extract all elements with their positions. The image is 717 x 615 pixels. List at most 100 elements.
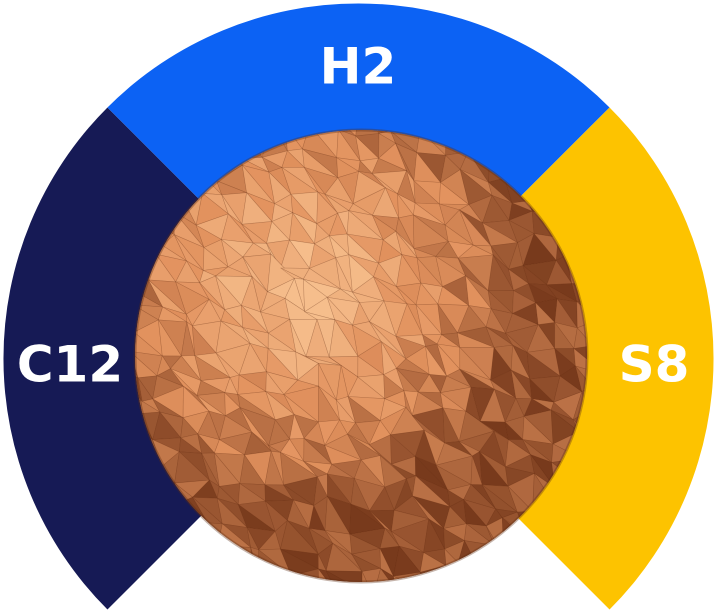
sphere-facet <box>413 151 442 183</box>
sphere-facet <box>379 527 400 549</box>
sphere-facet <box>368 300 397 338</box>
sphere-facet <box>463 498 488 527</box>
sphere-facet <box>279 438 305 462</box>
sphere-facet <box>295 351 320 381</box>
sphere-facet <box>440 392 466 412</box>
sphere-facet <box>192 496 224 525</box>
sphere-facet <box>406 475 416 497</box>
sphere-facet <box>487 254 515 292</box>
sphere-facet <box>482 194 510 224</box>
sphere-facet <box>359 157 380 175</box>
sphere-facet <box>419 571 449 582</box>
sphere-facet <box>447 484 472 501</box>
sphere-facet <box>393 545 421 577</box>
sphere-facet <box>336 365 349 401</box>
segment-c12 <box>3 107 202 610</box>
sphere-facet <box>355 133 380 159</box>
sphere-facet <box>379 398 407 422</box>
sphere-facet <box>468 194 493 224</box>
sphere-facet <box>412 475 451 507</box>
sphere-facet <box>241 164 275 204</box>
sphere-facet <box>264 450 285 486</box>
sphere-facet <box>526 351 561 380</box>
sphere-facet <box>413 248 436 259</box>
sphere-facet <box>463 540 495 577</box>
sphere-facet <box>522 260 557 286</box>
sphere-facet <box>373 593 398 610</box>
sphere-facet <box>328 355 359 378</box>
sphere-facet <box>395 216 415 249</box>
sphere-facet <box>239 454 266 486</box>
sphere-facet <box>381 341 397 376</box>
sphere-facet <box>289 438 305 463</box>
sphere-facet <box>346 210 385 241</box>
label-h2: H2 <box>320 38 397 96</box>
sphere-facet <box>302 148 338 178</box>
sphere-facet <box>252 566 263 582</box>
sphere-facet <box>221 523 252 549</box>
sphere-facet <box>252 242 272 255</box>
sphere-facet <box>464 523 495 546</box>
sphere-facet <box>195 192 229 226</box>
sphere-facet <box>508 268 530 291</box>
sphere-facet <box>383 374 405 400</box>
sphere-facet <box>324 194 350 214</box>
sphere-facet <box>238 342 267 376</box>
sphere-facet <box>395 143 415 181</box>
sphere-facet <box>485 308 507 334</box>
sphere-facet <box>457 305 487 334</box>
sphere-facet <box>411 415 445 444</box>
sphere-facet <box>268 171 292 205</box>
sphere-facet <box>554 321 575 349</box>
sphere-facet <box>244 431 272 456</box>
sphere-facet <box>217 545 253 568</box>
sphere-facet <box>135 331 164 357</box>
sphere-facet <box>490 308 513 334</box>
sphere-rim <box>133 128 589 584</box>
sphere-facet <box>504 421 524 440</box>
sphere-facet <box>196 380 226 396</box>
sphere-facet <box>379 454 407 488</box>
sphere-facet <box>485 326 514 348</box>
sphere-facet <box>379 545 400 578</box>
sphere-facet <box>350 548 381 569</box>
sphere-facet <box>559 365 583 393</box>
sphere-facet <box>352 170 387 205</box>
sphere-facet <box>196 395 226 416</box>
sphere-facet <box>313 475 328 507</box>
sphere-facet <box>395 231 418 258</box>
sphere-facet <box>458 410 495 442</box>
sphere-facet <box>309 243 337 269</box>
sphere-facet <box>546 284 577 303</box>
sphere-facet <box>504 397 525 423</box>
sphere-facet <box>361 568 382 582</box>
sphere-facet <box>289 413 305 440</box>
sphere-facet <box>494 545 508 577</box>
sphere-facet <box>391 463 417 480</box>
sphere-facet <box>550 409 580 445</box>
sphere-facet <box>214 266 253 277</box>
sphere-facet <box>201 453 221 488</box>
sphere-facet <box>423 429 445 467</box>
sphere-facet <box>264 391 295 415</box>
sphere-facet <box>215 275 242 311</box>
sphere-facet <box>178 437 203 454</box>
sphere-facet <box>197 410 220 441</box>
sphere-facet <box>391 509 430 532</box>
sphere-facet <box>463 483 496 510</box>
sphere-facet <box>317 542 334 572</box>
sphere-facet <box>362 591 380 611</box>
sphere-facet <box>135 304 164 321</box>
sphere-facet <box>371 214 397 241</box>
sphere-facet <box>325 570 363 582</box>
sphere-facet <box>208 479 220 500</box>
sphere-facet <box>348 254 379 278</box>
sphere-facet <box>437 303 459 335</box>
sphere-facet <box>390 434 416 465</box>
sphere-facet <box>317 553 327 572</box>
sphere-facet <box>319 588 342 610</box>
sphere-facet <box>326 473 352 505</box>
sphere-facet <box>199 282 225 310</box>
sphere-facet <box>175 281 210 315</box>
sphere-facet <box>268 444 281 453</box>
